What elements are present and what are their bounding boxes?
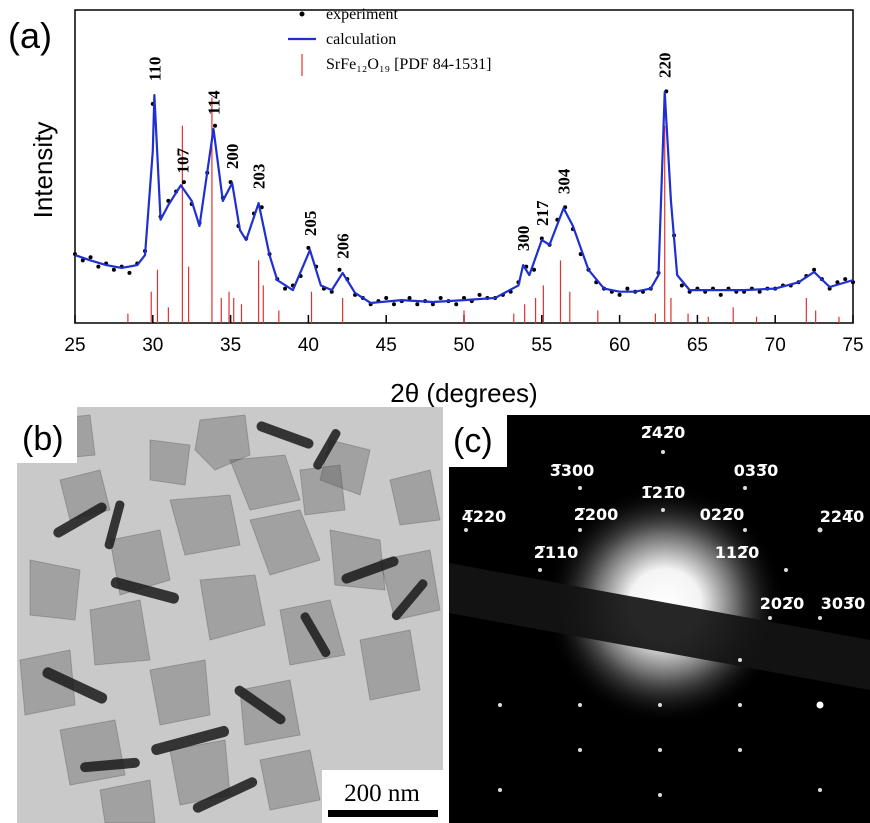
data-point <box>415 302 420 307</box>
zone-label: 112̅0 <box>715 543 760 562</box>
zone-label: 2̅42̅0 <box>641 423 686 442</box>
data-point <box>96 264 101 269</box>
data-point <box>283 286 288 291</box>
peak-label: 217 <box>533 200 552 226</box>
data-point <box>454 302 459 307</box>
tem-image <box>17 407 443 823</box>
data-point <box>477 292 482 297</box>
y-axis-label: Intensity <box>28 122 58 219</box>
zone-label: 1̅21̅0 <box>641 483 686 502</box>
data-point <box>430 302 435 307</box>
panel-label: (b) <box>22 420 64 458</box>
data-point <box>679 283 684 288</box>
panel-label: (a) <box>8 15 52 56</box>
peak-label: 304 <box>555 168 574 194</box>
zone-label: 2̅200 <box>574 505 619 524</box>
x-tick-label: 70 <box>765 335 786 356</box>
data-point <box>812 267 817 272</box>
data-point <box>532 267 537 272</box>
zone-label: 033̅0 <box>734 461 779 480</box>
x-tick-label: 40 <box>298 335 319 356</box>
zone-label: 202̅0 <box>760 594 805 613</box>
zone-label: 303̅0 <box>821 594 866 613</box>
data-point <box>213 123 218 128</box>
data-point <box>718 292 723 297</box>
data-point <box>391 302 396 307</box>
data-point <box>843 277 848 282</box>
peak-label: 205 <box>301 211 320 237</box>
x-tick-label: 45 <box>376 335 397 356</box>
x-tick-label: 30 <box>142 335 163 356</box>
legend-symbol <box>299 11 305 17</box>
data-point <box>462 295 466 300</box>
x-tick-label: 35 <box>220 335 241 356</box>
xrd-chart: 25 30 35 40 45 50 55 60 65 70 75 2θ (degrees) Intens… <box>28 6 864 408</box>
legend-label: experiment <box>326 6 399 23</box>
x-axis-label: 2θ (degrees) <box>390 378 537 408</box>
fit-line <box>74 90 854 305</box>
peak-label: 110 <box>145 57 164 82</box>
zone-label: 2̅110 <box>534 543 579 562</box>
zone-label: 022̅0 <box>700 505 745 524</box>
data-point <box>127 270 132 275</box>
peak-label: 114 <box>204 90 223 115</box>
label-box <box>17 407 77 463</box>
legend-label: SrFe₁₂O₁₉ [PDF 84-1531] <box>326 56 491 73</box>
data-point <box>111 267 116 272</box>
data-point <box>384 295 389 300</box>
data-point <box>625 286 630 291</box>
peak-label: 107 <box>173 148 192 174</box>
x-tick-label: 50 <box>453 335 474 356</box>
zone-label: 3̅300 <box>550 461 595 480</box>
x-tick-label: 65 <box>687 335 708 356</box>
peak-label: 206 <box>334 233 353 259</box>
data-point <box>306 245 311 250</box>
x-tick-label: 60 <box>609 335 630 356</box>
data-point <box>88 255 93 260</box>
label-box <box>449 415 507 467</box>
peak-label: 200 <box>223 144 242 170</box>
data-point <box>80 258 85 263</box>
scale-bar-label: 200 nm <box>344 780 420 807</box>
data-point <box>617 292 622 297</box>
scale-bar <box>328 810 438 817</box>
zone-label: 224̅0 <box>820 507 865 526</box>
peak-label: 300 <box>514 226 533 252</box>
zone-label: 4̅220 <box>462 507 507 526</box>
data-point <box>337 267 342 272</box>
data-point <box>757 289 762 294</box>
x-tick-label: 25 <box>64 335 85 356</box>
peak-label: 220 <box>656 53 675 79</box>
peak-label: 203 <box>250 164 269 190</box>
saed-labels: 2̅42̅0 3̅300 033̅0 1̅21̅0 4̅220 2̅200 02… <box>462 423 866 613</box>
panel-label: (c) <box>453 422 493 460</box>
data-point <box>438 295 443 300</box>
data-point <box>407 295 412 300</box>
saed-pattern <box>449 415 870 823</box>
data-point <box>181 180 186 185</box>
legend-label: calculation <box>326 31 396 48</box>
x-tick-label: 75 <box>842 335 863 356</box>
x-tick-label: 55 <box>531 335 552 356</box>
